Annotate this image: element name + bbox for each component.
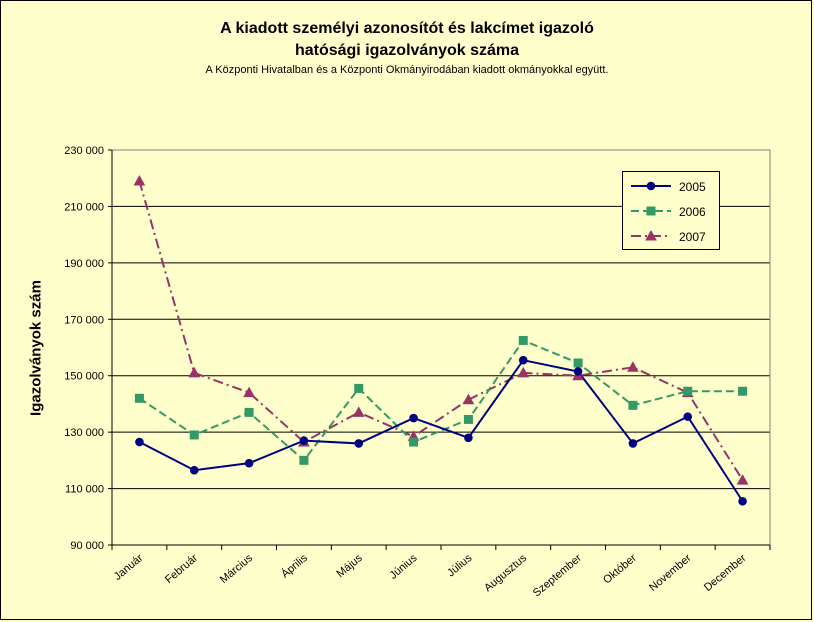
x-tick-label: Június	[387, 552, 419, 582]
data-point-2007	[188, 366, 201, 378]
chart-subtitle: A Központi Hivatalban és a Központi Okmá…	[205, 64, 609, 76]
data-point-2005	[573, 367, 583, 376]
data-point-2006	[299, 455, 309, 465]
data-point-2005	[738, 496, 747, 506]
data-point-2005	[683, 412, 693, 421]
x-tick-label: Július	[445, 552, 475, 580]
legend-swatch	[631, 181, 671, 191]
data-point-2005	[299, 436, 309, 445]
legend-label: 2005	[679, 180, 706, 194]
chart-title: A kiadott személyi azonosítót és lakcíme…	[220, 20, 594, 37]
data-point-2006	[628, 400, 638, 410]
x-tick-label: Augusztus	[482, 552, 529, 595]
x-tick-label: Március	[218, 552, 256, 586]
data-point-2006	[244, 407, 254, 417]
data-point-2007	[736, 474, 749, 485]
data-point-2007	[243, 386, 255, 398]
series-line-2005	[138, 359, 744, 502]
data-point-2006	[409, 437, 419, 447]
y-tick-label: 190 000	[64, 258, 104, 270]
legend-label: 2007	[679, 230, 706, 244]
series-line-2006	[138, 339, 743, 462]
x-tick-label: Május	[334, 552, 365, 580]
legend-swatch	[631, 206, 671, 216]
y-tick-label: 110 000	[65, 484, 104, 496]
legend: 2005 2006 2007	[622, 171, 720, 250]
series-line-2007	[138, 180, 744, 481]
data-point-2005	[409, 413, 418, 423]
y-tick-label: 130 000	[64, 427, 104, 439]
x-tick-label: Április	[279, 551, 311, 581]
data-point-2005	[189, 465, 199, 475]
data-point-2007	[462, 393, 475, 405]
y-tick-label: 210 000	[64, 201, 104, 213]
data-point-2007	[627, 361, 639, 372]
x-tick-label: Szeptember	[531, 552, 584, 600]
data-point-2007	[352, 406, 365, 417]
data-point-2005	[518, 355, 528, 365]
data-point-2006	[463, 414, 473, 424]
y-tick-label: 170 000	[64, 314, 104, 326]
y-tick-label: 90 000	[70, 540, 104, 552]
data-point-2005	[135, 437, 144, 447]
chart-title-line2: hatósági igazolványok száma	[294, 42, 520, 59]
data-point-2005	[464, 433, 473, 443]
data-point-2006	[683, 386, 693, 396]
legend-item-2007: 2007	[623, 224, 719, 248]
y-tick-label: 150 000	[64, 371, 104, 383]
data-point-2005	[244, 458, 254, 468]
x-tick-label: November	[647, 552, 694, 594]
data-point-2006	[354, 383, 364, 393]
x-tick-label: December	[702, 552, 749, 594]
data-point-2007	[133, 175, 146, 186]
data-point-2006	[189, 430, 199, 440]
x-tick-label: Január	[112, 552, 146, 583]
legend-item-2006: 2006	[623, 199, 719, 223]
data-point-2006	[738, 386, 748, 396]
legend-label: 2006	[679, 205, 706, 219]
data-point-2005	[354, 439, 364, 448]
legend-item-2005: 2005	[623, 174, 719, 198]
data-point-2005	[628, 439, 638, 448]
data-point-2006	[573, 358, 583, 368]
data-point-2006	[134, 393, 144, 403]
data-point-2007	[517, 366, 530, 378]
y-tick-label: 230 000	[64, 145, 104, 157]
x-tick-label: Október	[601, 552, 639, 587]
data-point-2006	[518, 335, 528, 345]
x-tick-label: Február	[163, 552, 200, 586]
legend-swatch	[631, 229, 671, 241]
